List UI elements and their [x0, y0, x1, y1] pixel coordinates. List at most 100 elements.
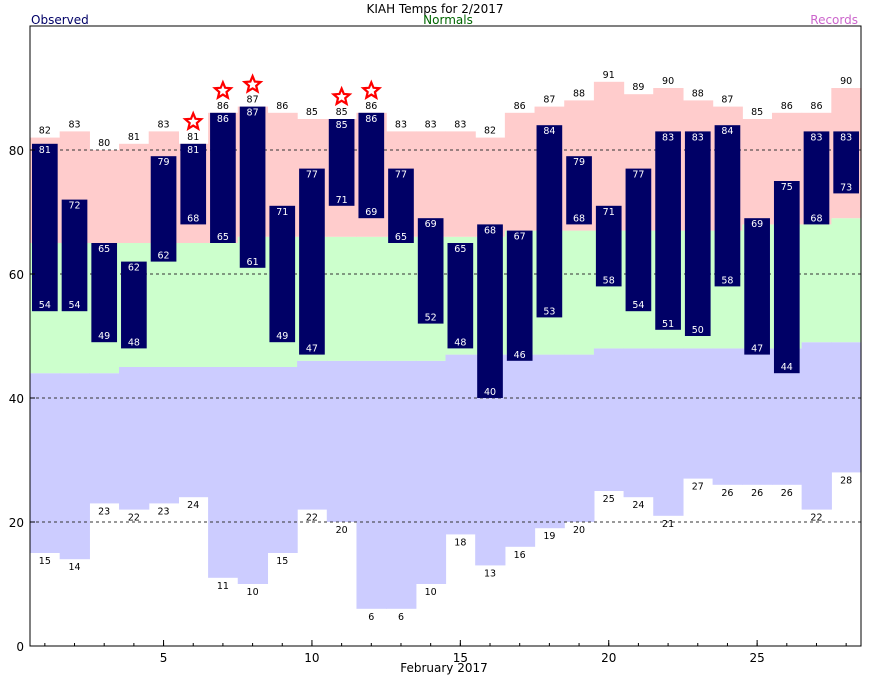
record-low-band — [297, 360, 328, 510]
obs-high-label: 81 — [187, 145, 199, 156]
observed-bar — [773, 181, 800, 374]
record-low-band — [504, 354, 536, 547]
obs-low-label: 44 — [781, 362, 793, 373]
observed-bar — [447, 243, 474, 349]
record-low-label: 26 — [751, 488, 763, 499]
observed-bar — [210, 112, 236, 243]
observed-bar — [833, 131, 859, 194]
record-low-band — [119, 367, 150, 510]
obs-low-label: 53 — [543, 306, 555, 317]
observed-bar — [506, 230, 533, 361]
obs-high-label: 83 — [810, 132, 822, 143]
obs-low-label: 48 — [128, 337, 140, 348]
record-high-label: 90 — [662, 76, 674, 87]
obs-high-label: 65 — [454, 244, 466, 255]
x-tick-label: 15 — [453, 651, 468, 665]
observed-bar — [744, 218, 770, 355]
obs-high-label: 86 — [365, 114, 377, 125]
x-tick-label: 10 — [304, 651, 319, 665]
record-high-label: 82 — [484, 126, 496, 137]
record-low-band — [445, 354, 476, 535]
record-low-band — [59, 373, 90, 560]
record-high-band — [445, 131, 476, 237]
record-low-label: 22 — [128, 513, 140, 524]
normal-band — [386, 236, 417, 361]
obs-high-label: 75 — [781, 182, 793, 193]
record-high-label: 83 — [395, 119, 407, 130]
record-low-band — [623, 348, 654, 498]
record-high-label: 88 — [573, 88, 585, 99]
record-low-label: 25 — [603, 494, 615, 505]
record-high-label: 90 — [840, 76, 852, 87]
y-tick-label: 40 — [9, 392, 24, 406]
record-low-label: 18 — [454, 537, 466, 548]
obs-low-label: 49 — [276, 331, 288, 342]
record-low-label: 15 — [39, 556, 51, 567]
x-tick-label: 25 — [749, 651, 764, 665]
record-high-label: 89 — [632, 82, 644, 93]
record-high-label: 86 — [810, 101, 822, 112]
obs-high-label: 83 — [692, 132, 704, 143]
obs-high-label: 84 — [721, 126, 733, 137]
record-high-label: 86 — [781, 101, 793, 112]
record-low-band — [30, 373, 61, 553]
record-low-label: 19 — [543, 531, 555, 542]
x-tick-label: 5 — [160, 651, 168, 665]
obs-low-label: 62 — [158, 251, 170, 262]
obs-high-label: 71 — [276, 207, 288, 218]
record-high-band — [475, 137, 506, 237]
obs-high-label: 83 — [840, 132, 852, 143]
record-low-label: 28 — [840, 475, 852, 486]
obs-low-label: 65 — [217, 232, 229, 243]
obs-high-label: 62 — [128, 263, 140, 274]
record-low-band — [89, 373, 120, 504]
record-star-inner — [336, 91, 347, 102]
record-low-label: 27 — [692, 482, 704, 493]
obs-high-label: 83 — [662, 132, 674, 143]
record-stars-layer — [182, 73, 383, 131]
record-high-label: 81 — [128, 132, 140, 143]
obs-high-label: 77 — [632, 170, 644, 181]
plot-frame — [29, 25, 862, 647]
obs-low-label: 61 — [247, 257, 259, 268]
record-low-band — [178, 367, 209, 498]
observed-bar — [684, 131, 711, 336]
observed-bar — [269, 205, 296, 343]
obs-low-label: 71 — [336, 195, 348, 206]
observed-bar — [417, 218, 444, 324]
record-low-label: 13 — [484, 568, 496, 579]
record-low-label: 11 — [217, 581, 229, 592]
normal-band — [356, 236, 387, 361]
record-high-label: 85 — [751, 107, 763, 118]
record-low-label: 10 — [247, 587, 259, 598]
obs-low-label: 51 — [662, 319, 674, 330]
obs-high-label: 86 — [217, 114, 229, 125]
record-high-label: 83 — [454, 119, 466, 130]
record-high-band — [89, 150, 120, 243]
normal-band — [326, 236, 358, 361]
record-low-label: 6 — [398, 612, 404, 623]
record-low-label: 22 — [306, 513, 318, 524]
chart-title: KIAH Temps for 2/2017 — [366, 2, 503, 16]
record-star-inner — [217, 85, 229, 96]
observed-bar — [803, 131, 830, 225]
normal-band — [208, 243, 239, 367]
record-low-band — [564, 354, 595, 522]
observed-bars-layer — [32, 106, 859, 398]
record-low-band — [653, 348, 684, 516]
normal-band — [564, 230, 595, 355]
record-high-label: 86 — [217, 101, 229, 112]
obs-low-label: 47 — [306, 344, 318, 355]
normal-band — [801, 224, 832, 343]
observed-bar — [61, 199, 88, 312]
record-low-band — [801, 342, 832, 510]
record-low-label: 26 — [721, 488, 733, 499]
record-star-inner — [188, 116, 199, 127]
observed-bar — [299, 168, 325, 355]
obs-high-label: 84 — [543, 126, 555, 137]
record-low-band — [534, 354, 565, 529]
record-high-label: 83 — [68, 119, 80, 130]
record-low-label: 6 — [368, 612, 374, 623]
y-tick-label: 80 — [9, 144, 24, 158]
